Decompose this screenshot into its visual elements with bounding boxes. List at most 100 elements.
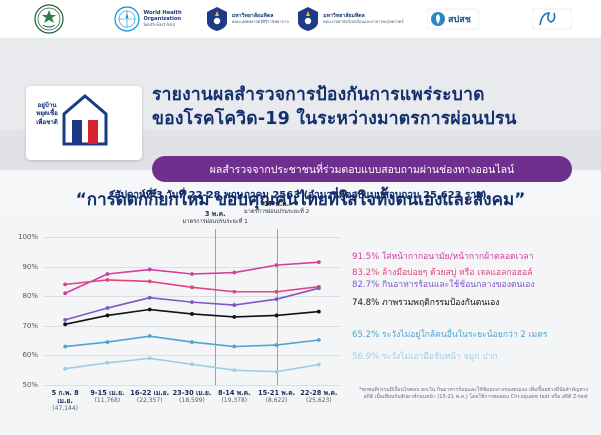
chart-data-point — [105, 360, 110, 365]
chart-data-point — [274, 313, 279, 318]
chart-data-point — [316, 309, 321, 314]
y-axis-tick-label: 90% — [22, 262, 38, 271]
chart-data-point — [190, 362, 194, 367]
chart-data-point — [232, 344, 237, 349]
chart-data-point — [63, 344, 68, 349]
chart-data-point — [147, 267, 152, 272]
chart-data-point — [147, 356, 152, 361]
sso-logo: สปสช — [404, 7, 503, 31]
chart-footnote: *ทุกพฤติกรรมมีเงื่อนไขตอบ ยกเว้น กินอาหา… — [359, 387, 588, 401]
chart-series-line — [64, 308, 319, 326]
chart-data-point — [190, 272, 194, 276]
chart-legend-item: 74.8% ภาพรวมพฤติกรรมป้องกันตนเอง — [352, 298, 500, 308]
subtitle-pill: ผลสำรวจจากประชาชนที่ร่วมตอบแบบสอบถามผ่าน… — [152, 156, 572, 182]
chart-data-point — [274, 369, 279, 374]
survey-week-line: สัปดาห์ที่ 3 วันที่ 22-28 พฤษภาคม 2563 (… — [114, 190, 487, 201]
chart-data-point — [190, 340, 194, 344]
chart-data-point — [316, 260, 321, 265]
chart-data-point — [105, 272, 110, 276]
chart-data-point — [105, 306, 110, 310]
stay-home-badge: อยู่บ้าน หยุดเชื้อ เพื่อชาติ — [26, 86, 142, 160]
chart-plot-area: 50% 60% 70% 80% 90% 100% 3 พ.ค. มาตรการผ่อนปรนร… — [18, 200, 340, 412]
chart-data-point — [63, 291, 68, 296]
x-axis-tick-label: 23-30 เม.ย. (18,599) — [172, 389, 212, 405]
page-title: รายงานผลสำรวจการป้องกันการแพร่ระบาด ของโ… — [152, 84, 584, 131]
chart-gridline — [44, 385, 340, 386]
chart-data-point — [63, 317, 68, 322]
chart-data-point — [316, 362, 321, 367]
chart-data-point — [147, 334, 152, 339]
chart-data-point — [63, 366, 68, 371]
chart-legend-item: 91.5% ใส่หน้ากากอนามัย/หน้ากากผ้าตลอดเวล… — [352, 252, 534, 262]
chart-data-point — [190, 285, 194, 290]
logo-bar: World Health Organization South-East Asi… — [0, 0, 601, 38]
chart-annotation-label: 17 พ.ค. มาตรการผ่อนปรนระยะที่ 2 — [243, 200, 310, 215]
chart-data-point — [190, 312, 194, 316]
chart-legend-item: 65.2% ระวังไม่อยู่ใกล้คนอื่นในระยะน้อยกว… — [352, 330, 548, 340]
thaihealth-logo-icon — [531, 8, 572, 30]
chart-data-point — [147, 307, 152, 312]
chart-data-point — [105, 340, 110, 344]
chart-data-point — [316, 338, 321, 342]
chart-data-point — [232, 303, 237, 307]
x-axis-tick-label: 8-14 พ.ค. (19,378) — [217, 389, 251, 405]
mahidol-logo-2-text: มหาวิทยาลัยมหิดล คณะเวชศาสตร์เขตร้อนและส… — [323, 12, 404, 24]
chart-data-point — [63, 282, 68, 287]
chart-annotation-line — [276, 229, 278, 385]
chart-data-point — [232, 315, 237, 319]
chart-data-point — [105, 313, 110, 318]
y-axis-tick-label: 80% — [22, 292, 38, 301]
badge-label: อยู่บ้าน หยุดเชื้อ เพื่อชาติ — [36, 102, 58, 126]
thaihealth-logo — [502, 7, 601, 31]
header-band: อยู่บ้าน หยุดเชื้อ เพื่อชาติ รายงานผลสำร… — [0, 38, 601, 201]
x-axis-tick-label: 9-15 เม.ย. (11,768) — [90, 389, 125, 405]
mahidol-crest-icon — [206, 7, 227, 31]
y-axis-tick-label: 100% — [17, 233, 38, 241]
chart-data-point — [147, 295, 152, 300]
chart-data-point — [274, 263, 279, 268]
chart-data-point — [190, 300, 194, 305]
chart-data-point — [147, 279, 152, 284]
chart-gridline — [44, 325, 340, 327]
svg-text:สปสช: สปสช — [448, 14, 471, 25]
page-title-line2: ของโรคโควิด-19 ในระหว่างมาตรการผ่อนปรน — [152, 108, 517, 129]
subtitle-text: ผลสำรวจจากประชาชนที่ร่วมตอบแบบสอบถามผ่าน… — [209, 163, 515, 176]
x-axis-tick-label: 15-21 พ.ค. (8,622) — [257, 389, 296, 405]
chart-annotation-line — [215, 229, 217, 385]
x-axis-tick-label: 5 ก.พ. 8 เม.ย. (47,144) — [51, 389, 79, 413]
house-icon — [62, 94, 108, 146]
chart-data-point — [274, 343, 279, 347]
mahidol-crest-icon-2 — [298, 7, 319, 31]
chart-gridline — [44, 355, 340, 357]
chart-series-svg — [63, 260, 321, 374]
x-axis-tick-label: 16-22 เม.ย. (22,357) — [130, 389, 170, 405]
x-axis-tick-label: 22-28 พ.ค. (25,623) — [300, 389, 338, 405]
quote-text: “การ์ดตกก็ยกใหม่ ขอบคุณคนไทยที่ใส่ใจทั้ง… — [75, 190, 526, 210]
chart-data-point — [316, 286, 321, 291]
mahidol-logo-2: มหาวิทยาลัยมหิดล คณะเวชศาสตร์เขตร้อนและส… — [296, 6, 404, 32]
who-emblem-icon — [114, 6, 141, 32]
page-title-line1: รายงานผลสำรวจการป้องกันการแพร่ระบาด — [152, 85, 485, 105]
chart-legend-item: 83.2% ล้างมือบ่อยๆ ด้วยสบู่ หรือ เจลแอลก… — [352, 268, 533, 278]
moph-logo — [0, 4, 99, 34]
who-logo: World Health Organization South-East Asi… — [99, 6, 198, 32]
y-axis-tick-label: 70% — [22, 321, 38, 330]
who-logo-text: World Health Organization South-East Asi… — [143, 9, 182, 27]
chart-gridline — [44, 296, 340, 298]
chart-data-point — [232, 289, 237, 294]
nhso-logo-icon: สปสช — [426, 8, 479, 30]
chart-data-point — [232, 368, 237, 373]
y-axis-tick-label: 60% — [22, 351, 38, 360]
chart-annotation-label: 3 พ.ค. มาตรการผ่อนปรนระยะที่ 1 — [182, 210, 248, 225]
y-axis-tick-label: 50% — [22, 381, 38, 389]
chart-legend-item: 56.9% ระวังไม่เอามือจับหน้า จมูก ปาก — [352, 352, 498, 362]
chart-data-point — [274, 289, 279, 294]
chart-gridline — [44, 266, 340, 268]
chart-legend-item: 82.7% กินอาหารร้อนและใช้ช้อนกลางของตนเอง — [352, 280, 535, 290]
moph-emblem-icon — [34, 4, 64, 34]
line-chart: 50% 60% 70% 80% 90% 100% 3 พ.ค. มาตรการผ่อนปรนร… — [0, 200, 601, 435]
chart-data-point — [232, 270, 237, 275]
chart-data-point — [105, 278, 110, 282]
chart-data-point — [63, 322, 68, 327]
